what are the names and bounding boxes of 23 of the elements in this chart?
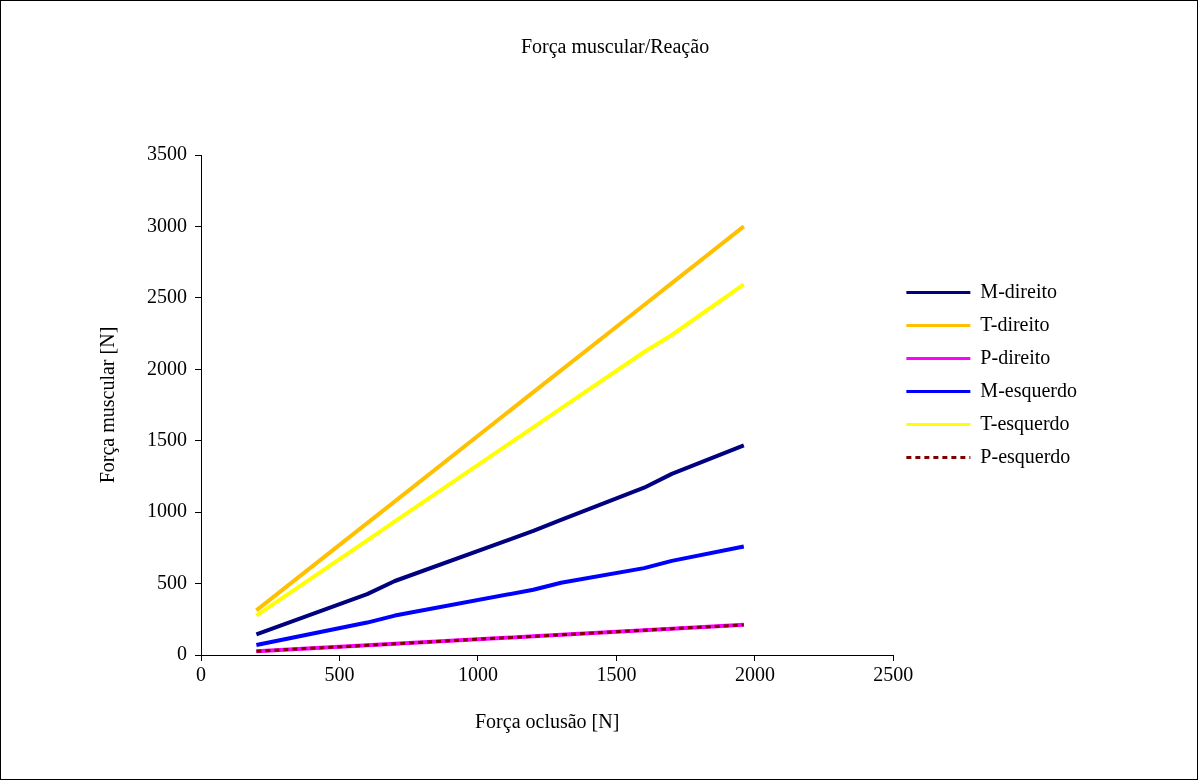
y-tick-label: 3500 <box>147 142 187 165</box>
legend-label: M-direito <box>980 279 1058 302</box>
y-tick-label: 2000 <box>147 356 187 379</box>
y-tick-label: 1500 <box>147 427 187 450</box>
chart-title: Força muscular/Reação <box>520 35 710 59</box>
y-tick-label: 2500 <box>147 285 187 308</box>
legend-label: M-esquerdo <box>980 378 1077 402</box>
y-axis-title: Força muscular [N] <box>96 326 120 484</box>
y-tick-label: 3000 <box>147 213 187 236</box>
legend-label: T-direito <box>980 312 1050 335</box>
legend-label: T-esquerdo <box>980 411 1070 435</box>
legend-label: P-direito <box>980 345 1051 368</box>
x-tick-label: 2500 <box>873 663 914 686</box>
x-tick-label: 2000 <box>734 663 775 686</box>
x-tick-label: 500 <box>324 663 355 686</box>
x-axis-title: Força oclusão [N] <box>474 710 620 734</box>
x-tick-label: 1500 <box>596 663 637 686</box>
y-tick-label: 500 <box>157 570 187 593</box>
x-tick-label: 1000 <box>457 663 498 686</box>
legend-label: P-esquerdo <box>980 444 1071 468</box>
x-tick-label: 0 <box>196 663 206 686</box>
y-tick-label: 1000 <box>147 499 187 522</box>
y-tick-label: 0 <box>177 642 187 665</box>
